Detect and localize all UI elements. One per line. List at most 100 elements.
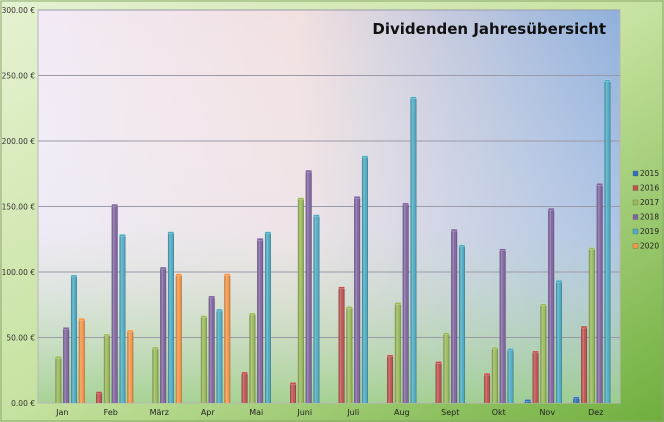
x-tick-label: Mai: [249, 408, 263, 417]
y-tick-label: 200.00 €: [2, 137, 36, 146]
bar: [573, 396, 580, 403]
bar-shading: [532, 351, 539, 403]
bar: [167, 231, 175, 403]
bar-shading: [63, 328, 70, 403]
y-axis-tick-labels: 0.00 € 50.00 € 100.00 € 150.00 € 200.00 € 250…: [2, 6, 36, 408]
bar-shading: [410, 97, 417, 404]
bar: [216, 308, 223, 403]
bar-top: [540, 303, 547, 306]
bar-shading: [540, 304, 547, 403]
bar: [507, 348, 514, 403]
legend-label: 2015: [640, 169, 659, 178]
bar-shading: [175, 274, 182, 403]
x-tick-label: Juni: [296, 408, 312, 417]
bar-top: [119, 234, 126, 237]
legend-swatch: [632, 170, 639, 177]
bar-shading: [297, 198, 304, 403]
bar: [604, 79, 611, 404]
bar: [540, 303, 547, 403]
bar-shading: [555, 281, 562, 403]
x-tick-label: März: [150, 408, 169, 417]
bar-top: [361, 155, 369, 158]
bar: [346, 306, 353, 403]
bar: [103, 333, 111, 403]
bar-shading: [208, 296, 215, 403]
legend-label: 2020: [640, 242, 659, 251]
bar: [208, 295, 215, 403]
bar-top: [208, 295, 215, 299]
bar-top: [394, 302, 402, 305]
bar-top: [78, 317, 85, 321]
bar: [289, 382, 297, 403]
bar-shading: [216, 309, 223, 403]
x-tick-label: Okt: [492, 408, 506, 417]
bar-top: [450, 228, 458, 232]
bar-shading: [96, 392, 103, 403]
bar-top: [103, 333, 111, 337]
bar-shading: [290, 383, 297, 403]
bar: [483, 372, 491, 403]
legend: 2015 2016 2017 2018 2019 2020: [632, 169, 659, 251]
bar-top: [224, 273, 231, 276]
y-tick-label: 250.00 €: [2, 72, 36, 81]
bar-top: [402, 202, 409, 206]
bar-top: [580, 325, 588, 329]
bar: [555, 279, 563, 403]
bar-top: [573, 396, 580, 400]
bar: [249, 312, 256, 403]
bar: [580, 325, 588, 403]
bar: [443, 332, 450, 403]
bar-top: [264, 231, 272, 234]
bar-shading: [224, 274, 231, 403]
bar-shading: [354, 197, 361, 403]
bar-top: [175, 273, 182, 276]
x-axis-tick-labels: Jan Feb März Apr Mai Juni Juli Aug Sept Okt Nov Dez: [55, 408, 603, 417]
bar-top: [62, 327, 70, 330]
gridlines: [38, 9, 620, 338]
bar-top: [346, 306, 353, 309]
bar: [491, 346, 499, 403]
bar-top: [353, 196, 361, 199]
bar-top: [111, 203, 118, 207]
legend-item: 2019: [632, 227, 659, 236]
bar-top: [338, 286, 345, 289]
bar: [224, 273, 231, 403]
bar-top: [483, 372, 491, 376]
bar-shading: [458, 245, 465, 403]
bar-shading: [451, 230, 458, 403]
bar-top: [386, 354, 394, 358]
legend-swatch: [632, 214, 639, 220]
bar-top: [313, 214, 320, 217]
bar: [78, 317, 85, 403]
bar-top: [410, 96, 417, 100]
bar: [305, 169, 312, 403]
bar-shading: [264, 232, 271, 403]
bar-shading: [387, 355, 394, 403]
bar-top: [507, 348, 514, 351]
bars: [55, 79, 611, 404]
legend-label: 2016: [640, 184, 659, 193]
bar: [458, 244, 466, 403]
bar-shading: [127, 330, 134, 403]
bar-shading: [55, 357, 62, 403]
bar-top: [216, 308, 223, 312]
bar-shading: [119, 235, 126, 403]
bar-top: [458, 244, 466, 248]
legend-label: 2019: [640, 227, 659, 236]
bar-top: [55, 355, 62, 359]
bar-shading: [524, 400, 531, 403]
bar-shading: [78, 319, 85, 403]
bar: [402, 202, 409, 403]
bar-shading: [70, 275, 77, 403]
bar: [159, 266, 167, 403]
bar-top: [596, 182, 603, 186]
bar-top: [167, 231, 175, 234]
bar: [119, 234, 126, 403]
bar: [241, 371, 248, 403]
bar-shading: [361, 156, 368, 403]
bar-top: [532, 350, 539, 354]
bar: [70, 274, 78, 403]
bar-shading: [588, 248, 595, 403]
bar: [394, 302, 402, 403]
